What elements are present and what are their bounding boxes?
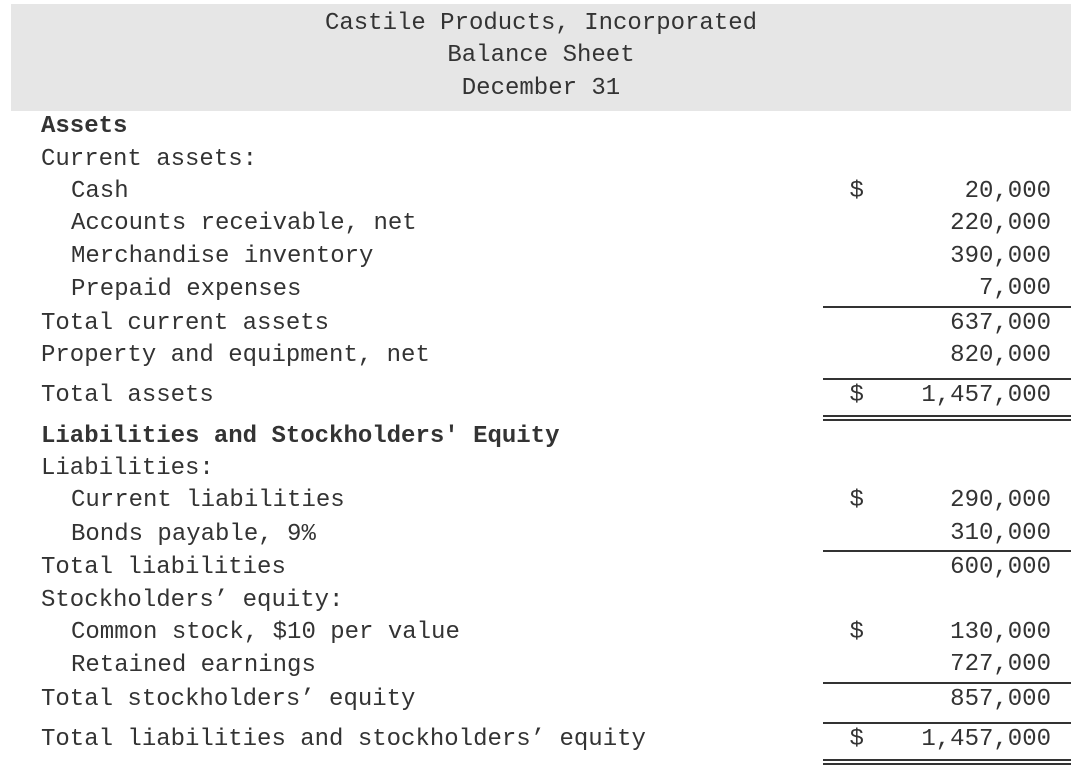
line-value: 220,000 bbox=[868, 208, 1071, 240]
currency-symbol bbox=[823, 551, 868, 584]
table-row: Current liabilities $ 290,000 bbox=[11, 485, 1071, 517]
line-label: Total liabilities and stockholders’ equi… bbox=[11, 723, 823, 756]
table-row: Bonds payable, 9% 310,000 bbox=[11, 518, 1071, 551]
line-value: 310,000 bbox=[868, 518, 1071, 551]
line-label: Merchandise inventory bbox=[11, 241, 823, 273]
line-label: Common stock, $10 per value bbox=[11, 617, 823, 649]
subheading-liabilities: Liabilities: bbox=[11, 453, 823, 485]
table-row: Common stock, $10 per value $ 130,000 bbox=[11, 617, 1071, 649]
line-label: Prepaid expenses bbox=[11, 273, 823, 306]
report-title: Balance Sheet bbox=[11, 40, 1071, 72]
table-row: Accounts receivable, net 220,000 bbox=[11, 208, 1071, 240]
line-label: Total liabilities bbox=[11, 551, 823, 584]
line-label: Accounts receivable, net bbox=[11, 208, 823, 240]
double-rule bbox=[11, 757, 1071, 765]
balance-sheet: Castile Products, Incorporated Balance S… bbox=[11, 4, 1071, 765]
line-value: 820,000 bbox=[868, 340, 1071, 372]
double-rule bbox=[11, 413, 1071, 421]
currency-symbol bbox=[823, 649, 868, 682]
subheading-current-assets: Current assets: bbox=[11, 144, 823, 176]
table-row: Retained earnings 727,000 bbox=[11, 649, 1071, 682]
currency-symbol: $ bbox=[823, 617, 868, 649]
line-value: 857,000 bbox=[868, 683, 1071, 716]
currency-symbol bbox=[823, 241, 868, 273]
line-value: 290,000 bbox=[868, 485, 1071, 517]
line-label: Total stockholders’ equity bbox=[11, 683, 823, 716]
line-label: Bonds payable, 9% bbox=[11, 518, 823, 551]
line-value: 600,000 bbox=[868, 551, 1071, 584]
line-label: Current liabilities bbox=[11, 485, 823, 517]
subheading-stockholders-equity: Stockholders’ equity: bbox=[11, 585, 823, 617]
header-block: Castile Products, Incorporated Balance S… bbox=[11, 4, 1071, 111]
line-value: 390,000 bbox=[868, 241, 1071, 273]
line-value: 7,000 bbox=[868, 273, 1071, 306]
line-value: 1,457,000 bbox=[868, 379, 1071, 412]
line-value: 1,457,000 bbox=[868, 723, 1071, 756]
table-row: Total liabilities 600,000 bbox=[11, 551, 1071, 584]
line-value: 637,000 bbox=[868, 307, 1071, 340]
line-value: 130,000 bbox=[868, 617, 1071, 649]
table-row: Total assets $ 1,457,000 bbox=[11, 379, 1071, 412]
currency-symbol bbox=[823, 273, 868, 306]
line-label: Property and equipment, net bbox=[11, 340, 823, 372]
table-row: Liabilities: bbox=[11, 453, 1071, 485]
currency-symbol: $ bbox=[823, 176, 868, 208]
balance-sheet-table: Assets Current assets: Cash $ 20,000 Acc… bbox=[11, 111, 1071, 764]
line-label: Cash bbox=[11, 176, 823, 208]
table-row: Total liabilities and stockholders’ equi… bbox=[11, 723, 1071, 756]
table-row: Merchandise inventory 390,000 bbox=[11, 241, 1071, 273]
section-heading-assets: Assets bbox=[11, 111, 823, 143]
currency-symbol bbox=[823, 307, 868, 340]
line-label: Retained earnings bbox=[11, 649, 823, 682]
table-row: Prepaid expenses 7,000 bbox=[11, 273, 1071, 306]
table-row: Assets bbox=[11, 111, 1071, 143]
currency-symbol bbox=[823, 518, 868, 551]
currency-symbol: $ bbox=[823, 379, 868, 412]
table-row: Cash $ 20,000 bbox=[11, 176, 1071, 208]
line-label: Total current assets bbox=[11, 307, 823, 340]
table-row: Stockholders’ equity: bbox=[11, 585, 1071, 617]
currency-symbol bbox=[823, 208, 868, 240]
report-date: December 31 bbox=[11, 73, 1071, 105]
currency-symbol: $ bbox=[823, 723, 868, 756]
company-name: Castile Products, Incorporated bbox=[11, 8, 1071, 40]
table-row: Total stockholders’ equity 857,000 bbox=[11, 683, 1071, 716]
line-value: 727,000 bbox=[868, 649, 1071, 682]
table-row: Total current assets 637,000 bbox=[11, 307, 1071, 340]
table-row: Liabilities and Stockholders' Equity bbox=[11, 421, 1071, 453]
table-row: Current assets: bbox=[11, 144, 1071, 176]
currency-symbol: $ bbox=[823, 485, 868, 517]
table-row: Property and equipment, net 820,000 bbox=[11, 340, 1071, 372]
currency-symbol bbox=[823, 683, 868, 716]
currency-symbol bbox=[823, 340, 868, 372]
section-heading-liab-equity: Liabilities and Stockholders' Equity bbox=[11, 421, 823, 453]
line-label: Total assets bbox=[11, 379, 823, 412]
line-value: 20,000 bbox=[868, 176, 1071, 208]
